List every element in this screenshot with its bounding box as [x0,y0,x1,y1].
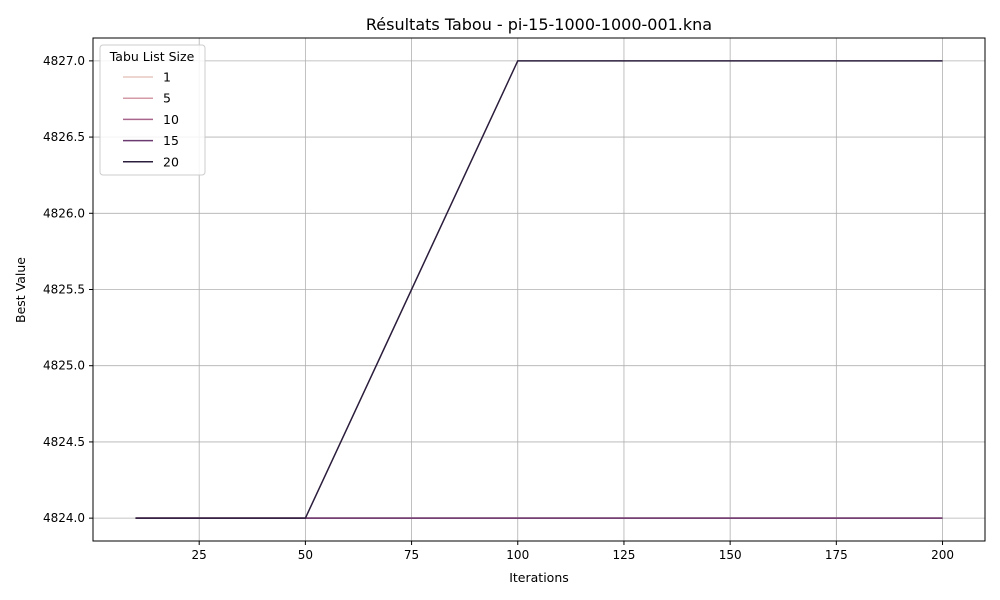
series-lines [135,60,943,519]
x-tick-label: 75 [404,548,419,562]
y-tick-label: 4825.5 [43,283,85,297]
y-tick-label: 4824.5 [43,435,85,449]
x-tick-label: 150 [719,548,742,562]
x-tick-label: 125 [612,548,635,562]
legend-label: 10 [163,112,179,127]
y-tick-label: 4825.0 [43,359,85,373]
x-tick-label: 50 [298,548,313,562]
y-tick-label: 4826.5 [43,130,85,144]
x-axis-title: Iterations [509,570,569,585]
legend-title: Tabu List Size [109,49,195,64]
grid [93,38,985,541]
legend-label: 20 [163,154,179,169]
x-tick-label: 200 [931,548,954,562]
y-axis-title: Best Value [13,257,28,323]
y-axis: 4824.0 4824.5 4825.0 4825.5 4826.0 4826.5 4827… [43,54,93,525]
y-tick-label: 4824.0 [43,511,85,525]
x-tick-label: 175 [825,548,848,562]
x-tick-label: 25 [192,548,207,562]
y-tick-label: 4827.0 [43,54,85,68]
chart-title: Résultats Tabou - pi-15-1000-1000-001.kn… [366,15,712,34]
legend-label: 1 [163,70,171,85]
series-line-20 [135,60,943,519]
legend-label: 5 [163,91,171,106]
y-tick-label: 4826.0 [43,206,85,220]
x-axis: 25 50 75 100 125 150 175 200 [192,541,954,562]
legend-label: 15 [163,133,179,148]
x-tick-label: 100 [506,548,529,562]
legend-box [99,44,206,176]
